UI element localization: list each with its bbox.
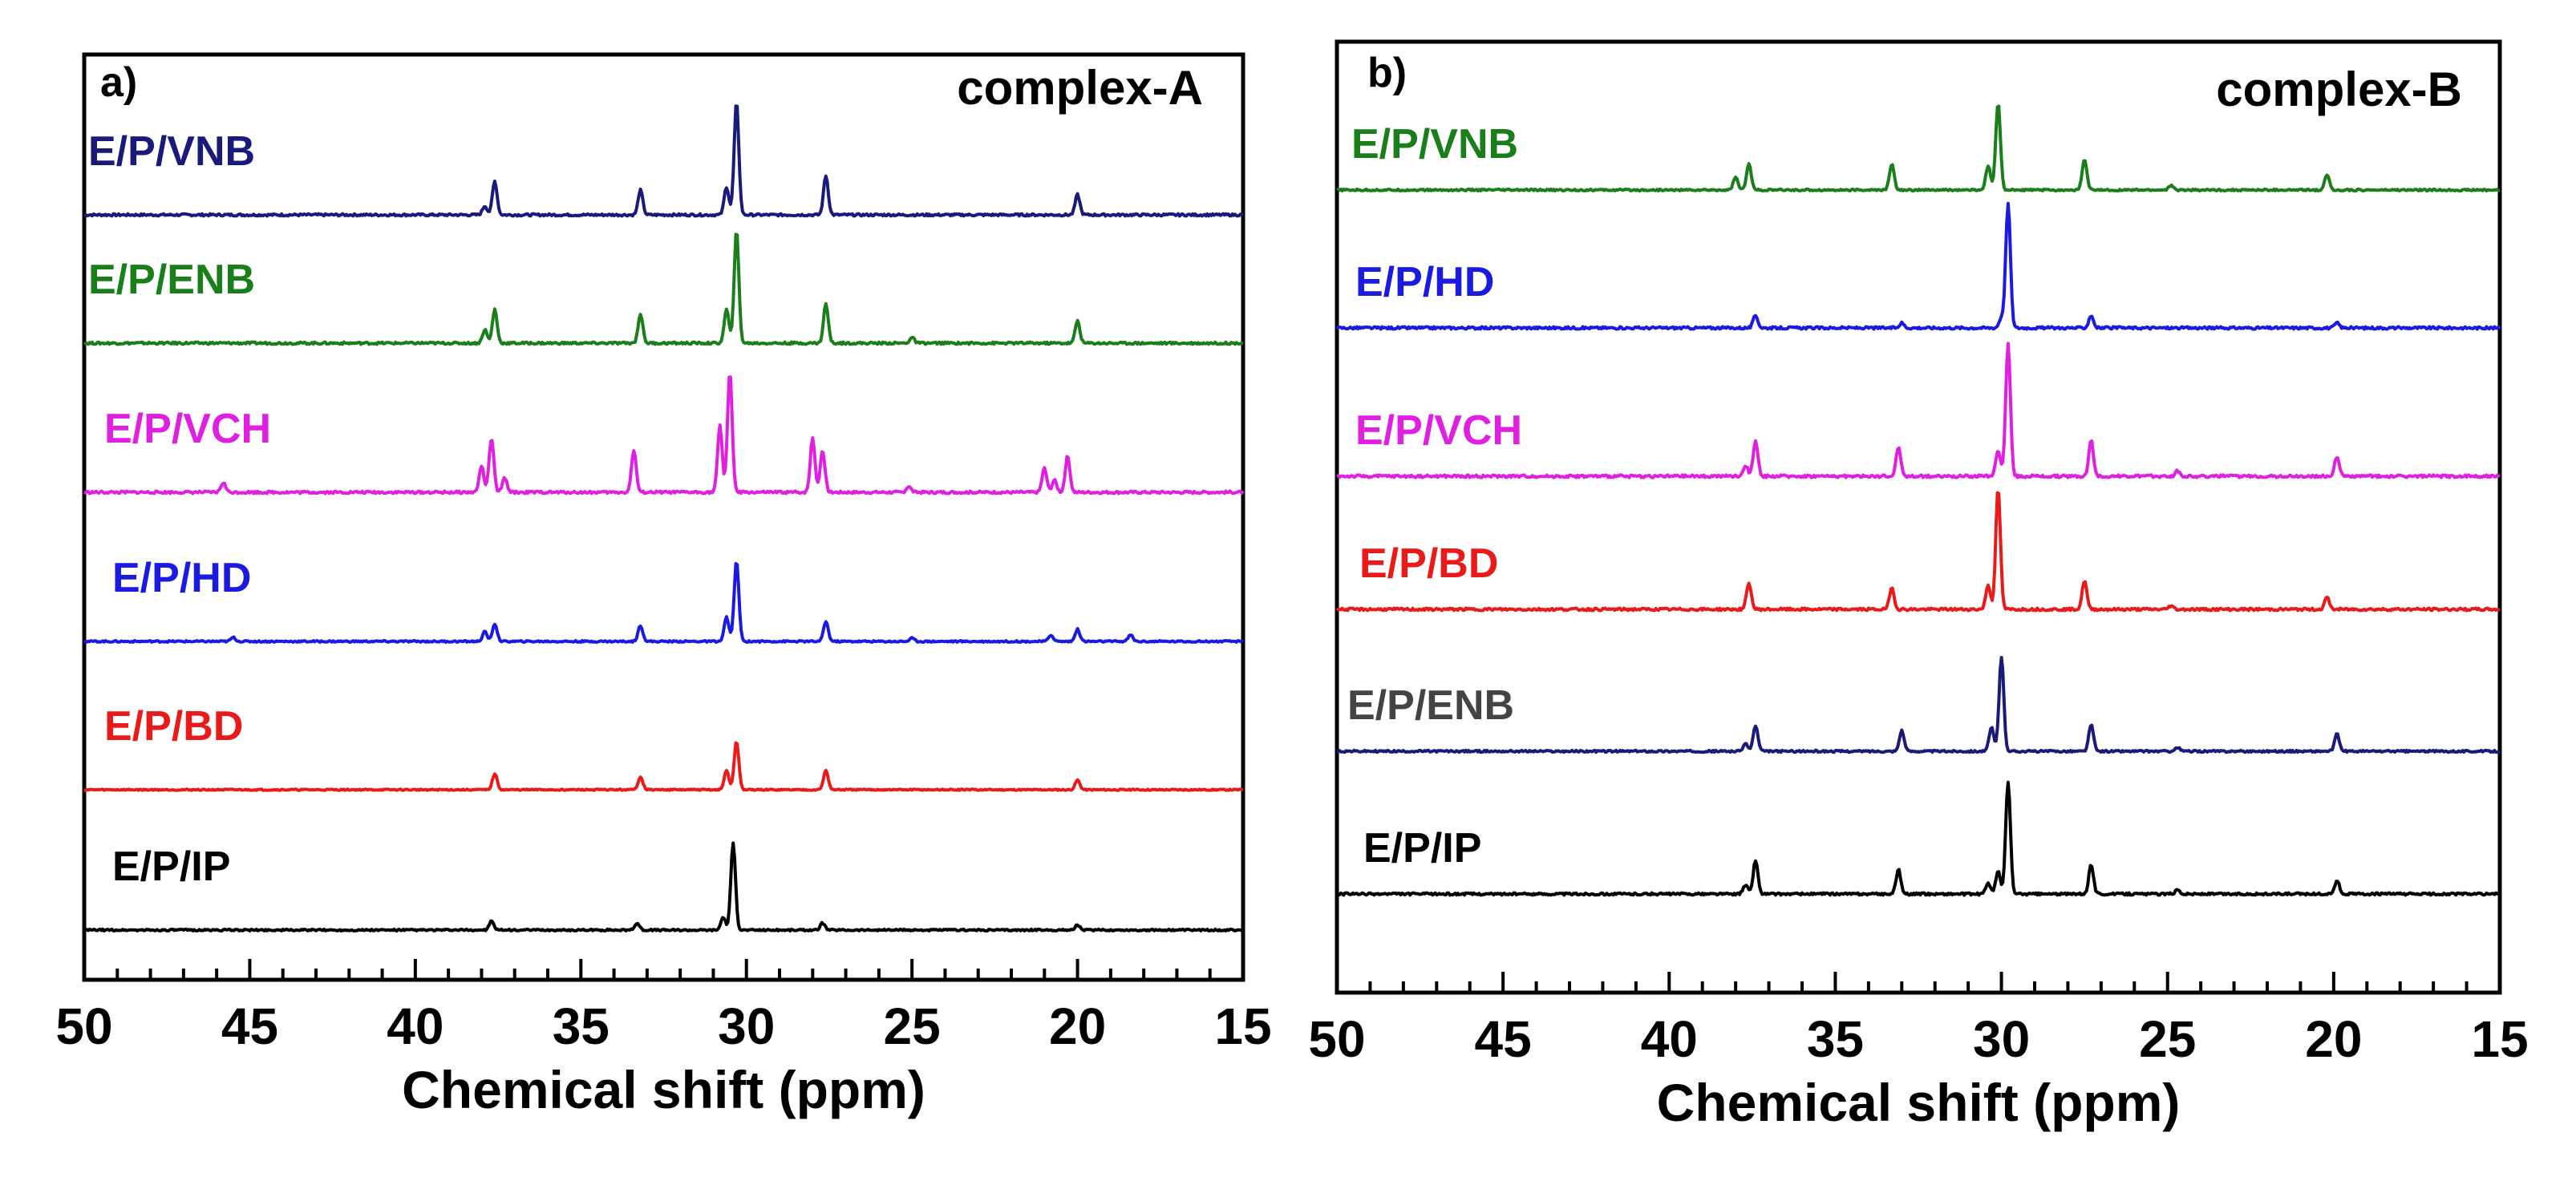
x-tick-label: 25 <box>2139 1010 2196 1068</box>
series-label: E/P/HD <box>1355 259 1494 305</box>
spectrum-line-e-p-enb <box>83 233 1244 346</box>
x-tick-label: 50 <box>55 997 112 1055</box>
panel-title: complex-B <box>2216 63 2462 116</box>
series-label: E/P/HD <box>112 555 251 601</box>
panel-a-complex-a: a) complex-A 50 45 40 35 30 25 20 15 Chemical shif… <box>55 52 1272 1119</box>
series-label: E/P/BD <box>1359 540 1498 587</box>
x-tick-label: 40 <box>1641 1010 1698 1068</box>
x-tick-label: 40 <box>387 997 444 1055</box>
spectrum-line-e-p-bd <box>83 741 1244 792</box>
plot-frame <box>1335 39 2502 995</box>
series-label: E/P/ENB <box>88 257 255 303</box>
series-label: E/P/ENB <box>1347 682 1514 729</box>
x-tick-label: 30 <box>1973 1010 2030 1068</box>
x-tick-label: 20 <box>1049 997 1106 1055</box>
plot-frame <box>82 52 1245 982</box>
panel-title: complex-A <box>957 61 1203 115</box>
spectrum-line-e-p-vch <box>1336 342 2501 479</box>
series-label: E/P/VNB <box>88 128 255 175</box>
series-label: E/P/BD <box>104 703 243 750</box>
x-tick-label: 45 <box>1475 1010 1532 1068</box>
x-axis-title: Chemical shift (ppm) <box>1657 1073 2181 1132</box>
spectrum-line-e-p-hd <box>1335 201 2501 331</box>
x-tick-label: 15 <box>1214 997 1271 1055</box>
spectrum-line-e-p-vch <box>83 375 1245 495</box>
x-tick-label: 45 <box>221 997 278 1055</box>
spectrum-line-e-p-vnb <box>83 104 1244 218</box>
x-tick-label: 25 <box>884 997 941 1055</box>
x-axis-title: Chemical shift (ppm) <box>402 1060 925 1119</box>
series-label: E/P/VCH <box>104 406 271 452</box>
series-label: E/P/IP <box>1363 825 1481 872</box>
spectrum-line-e-p-bd <box>1335 491 2501 613</box>
spectrum-line-e-p-ip <box>83 841 1245 933</box>
x-tick-label: 15 <box>2471 1010 2528 1068</box>
x-tick-label: 35 <box>1807 1010 1864 1068</box>
series-label: E/P/VCH <box>1355 407 1522 454</box>
x-tick-label: 30 <box>718 997 775 1055</box>
spectrum-line-e-p-vnb <box>1335 104 2501 193</box>
spectrum-line-e-p-hd <box>83 562 1244 644</box>
series-label: E/P/IP <box>112 843 230 890</box>
panel-b-complex-b: b) complex-B 50 45 40 35 30 25 20 15 Chemical shif… <box>1308 39 2529 1132</box>
x-tick-label: 20 <box>2305 1010 2362 1068</box>
spectrum-line-e-p-ip <box>1336 780 2501 897</box>
spectrum-line-e-p-enb <box>1336 656 2501 754</box>
panel-tag: b) <box>1367 50 1407 96</box>
panel-tag: a) <box>100 59 137 106</box>
series-label: E/P/VNB <box>1351 121 1518 168</box>
x-tick-label: 35 <box>553 997 610 1055</box>
x-tick-label: 50 <box>1308 1010 1365 1068</box>
